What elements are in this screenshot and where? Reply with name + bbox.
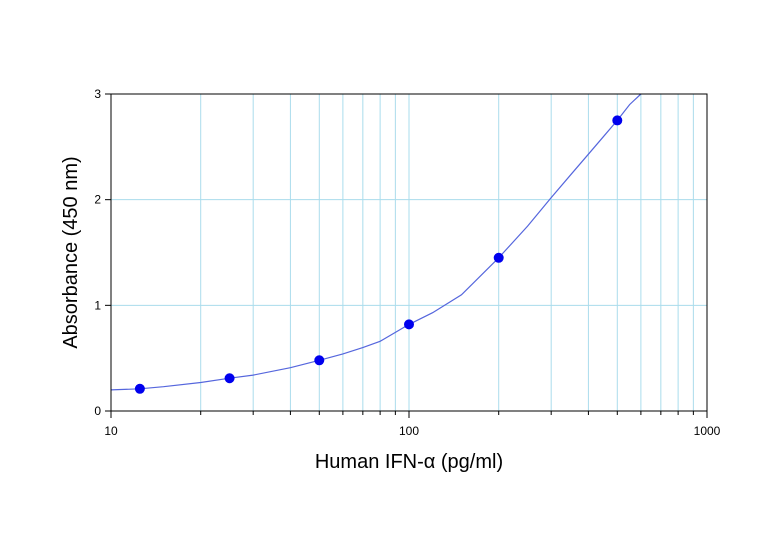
fit-curve-layer [110, 93, 642, 391]
x-axis-title: Human IFN-α (pg/ml) [315, 451, 503, 473]
data-point [224, 373, 235, 384]
data-point [404, 319, 414, 330]
grid [111, 94, 707, 411]
y-axis-title: Absorbance (450 nm) [60, 156, 82, 348]
data-point [314, 355, 325, 366]
fit-curve [110, 93, 642, 391]
y-tick-label: 1 [94, 298, 101, 312]
x-tick-label: 10 [104, 424, 118, 438]
axis-ticks: 10 100 1000 0 1 2 3 [94, 87, 720, 438]
x-tick-label: 100 [399, 424, 419, 438]
data-point [612, 115, 623, 126]
x-tick-label: 1000 [694, 424, 721, 438]
y-tick-label: 3 [94, 87, 101, 101]
data-point [493, 252, 504, 263]
data-point [134, 383, 145, 394]
y-tick-label: 2 [94, 193, 101, 207]
data-points [134, 115, 623, 394]
y-tick-label: 0 [94, 404, 101, 418]
